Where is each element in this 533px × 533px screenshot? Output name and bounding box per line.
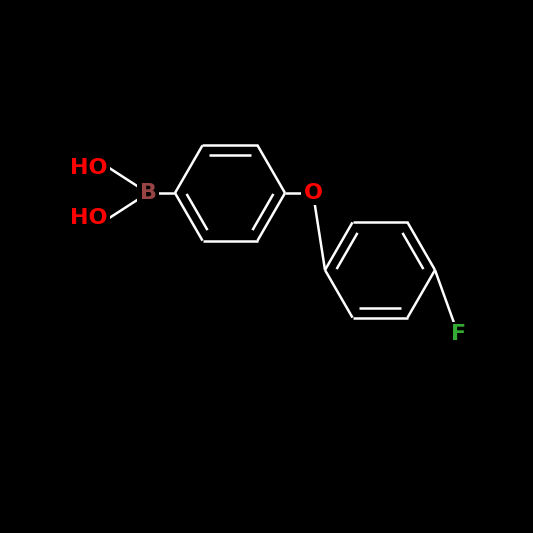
Text: F: F [451,324,466,344]
Text: HO: HO [70,208,108,228]
Text: O: O [303,183,322,203]
Text: HO: HO [70,158,108,178]
Text: B: B [140,183,157,203]
